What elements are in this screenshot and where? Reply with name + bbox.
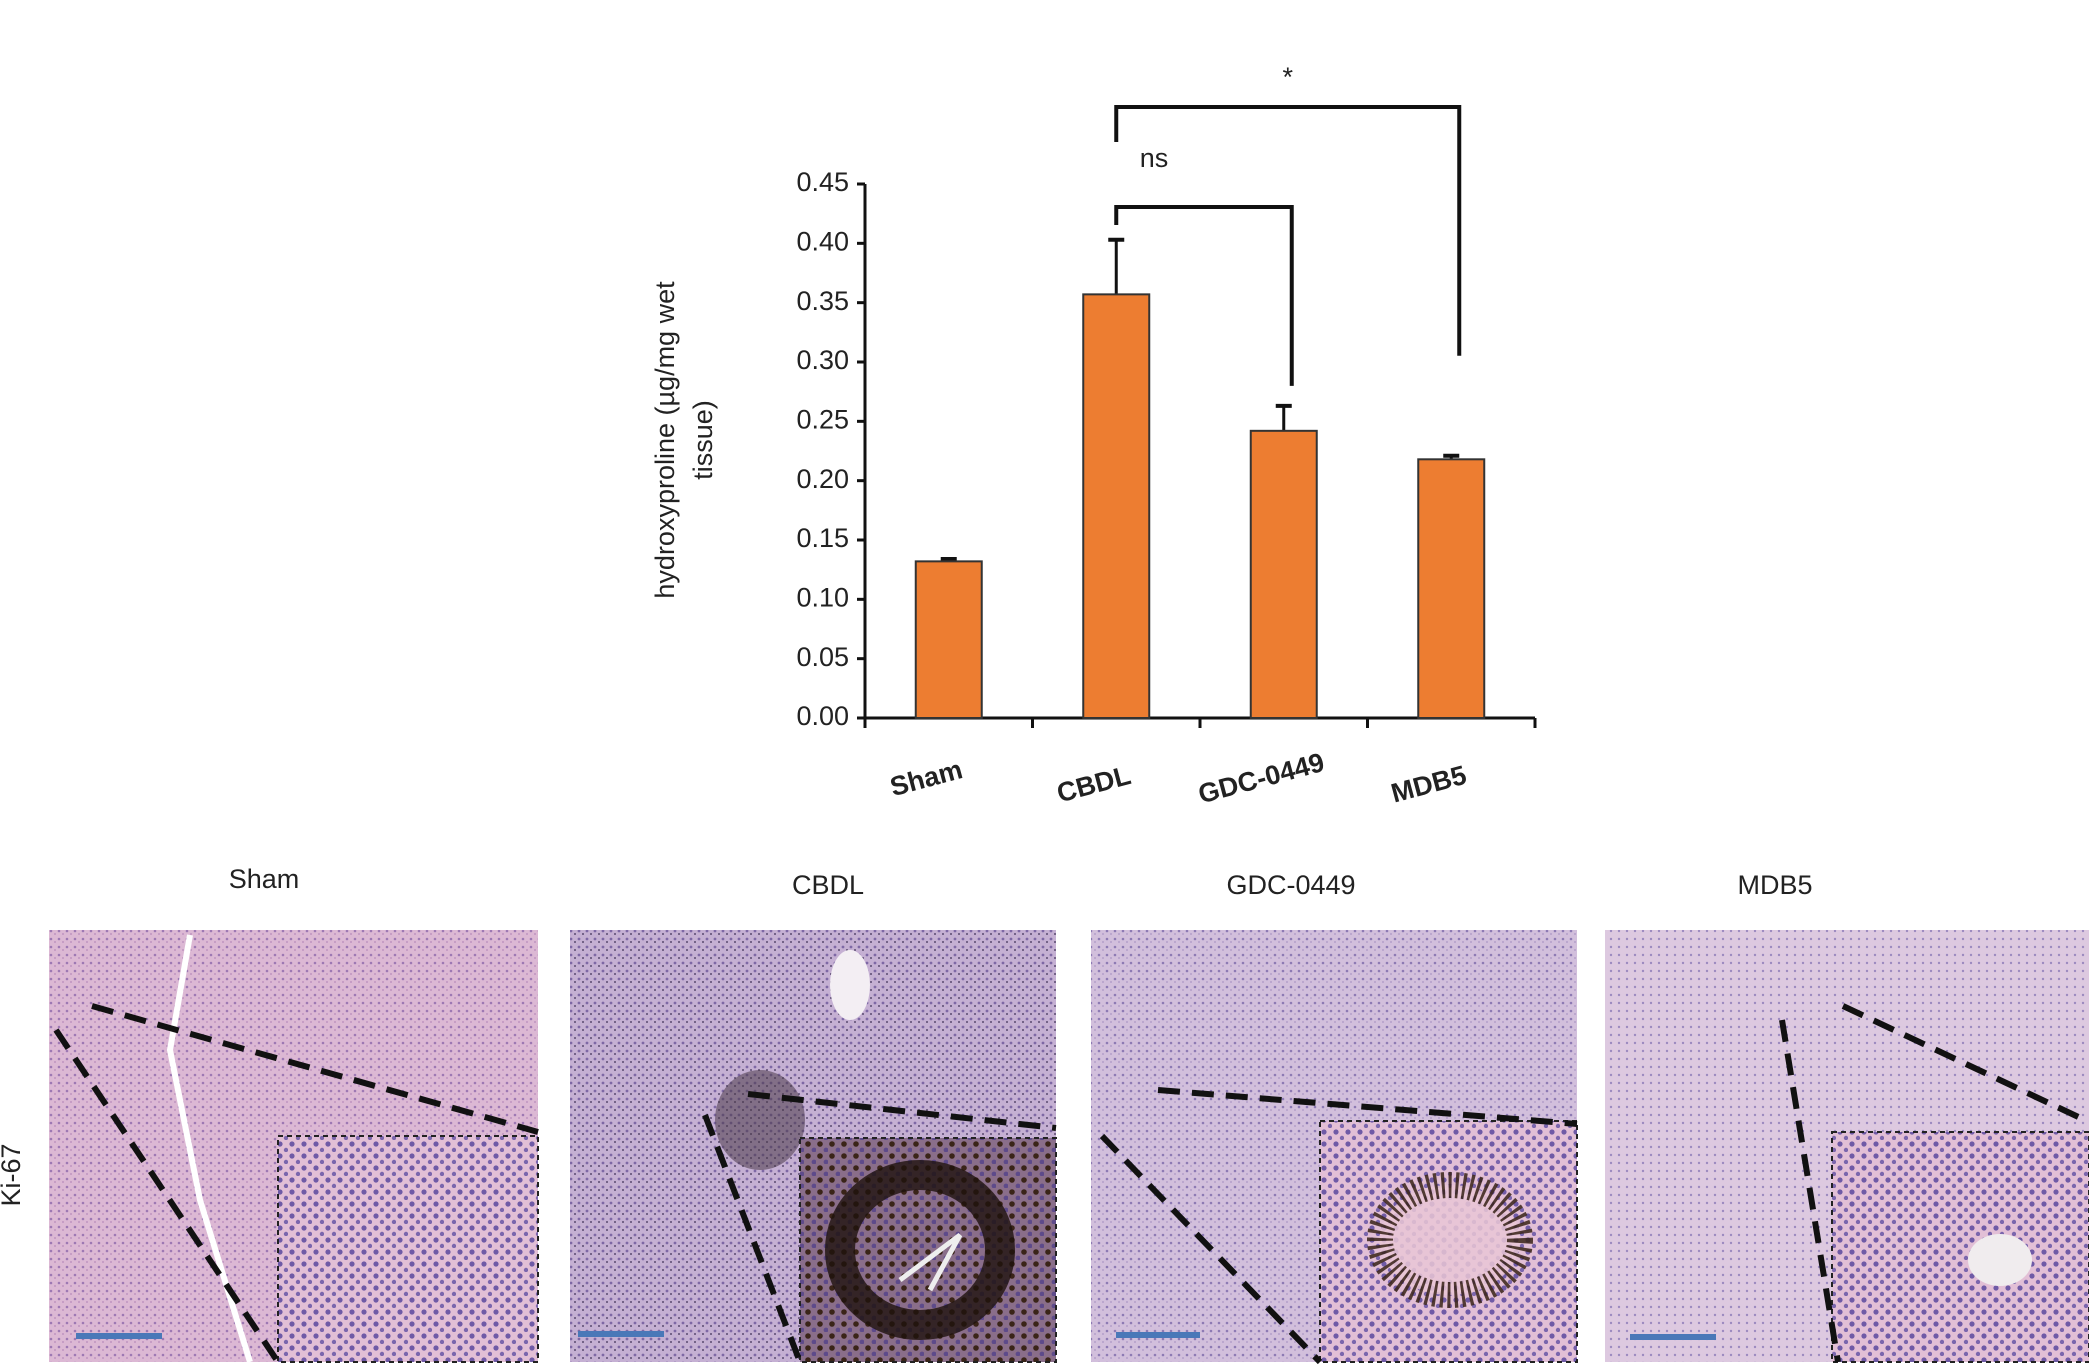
zoom-lines bbox=[1099, 1087, 1578, 1365]
zoom-lines bbox=[53, 1003, 539, 1364]
y-tick-label: 0.25 bbox=[796, 404, 849, 434]
y-axis-label: tissue) bbox=[688, 400, 718, 480]
significance-label: ns bbox=[1140, 143, 1169, 173]
x-tick-label: Sham bbox=[887, 754, 966, 802]
y-tick-label: 0.15 bbox=[796, 523, 849, 553]
vessel bbox=[1968, 1234, 2032, 1286]
zoom-lines bbox=[702, 1091, 1057, 1364]
histology-panels: Ki-67 Sham CBDL GDC-0449 MDB5 bbox=[0, 864, 2089, 1365]
stained-area bbox=[715, 1070, 805, 1170]
bar bbox=[1249, 429, 1318, 719]
y-tick-label: 0.40 bbox=[796, 226, 849, 256]
bar bbox=[1417, 458, 1486, 719]
panel-title: MDB5 bbox=[1737, 870, 1812, 900]
inset bbox=[1831, 1131, 2089, 1363]
duct bbox=[898, 1233, 963, 1292]
stained-ring bbox=[825, 1160, 1015, 1340]
stained-area bbox=[1367, 1172, 1533, 1308]
x-tick-label: MDB5 bbox=[1388, 760, 1470, 809]
significance-label: * bbox=[1282, 62, 1293, 92]
y-tick-label: 0.20 bbox=[796, 464, 849, 494]
y-axis-label: hydroxyproline (µg/mg wet bbox=[650, 281, 680, 599]
panel-title: CBDL bbox=[792, 870, 864, 900]
bar bbox=[1082, 293, 1151, 719]
significance-bracket bbox=[1114, 205, 1294, 386]
x-tick-label: CBDL bbox=[1054, 760, 1134, 808]
x-tick-label: GDC-0449 bbox=[1195, 747, 1327, 809]
significance-bracket bbox=[1114, 105, 1462, 356]
y-tick-label: 0.45 bbox=[796, 167, 849, 197]
zoom-lines bbox=[1779, 1003, 2089, 1363]
y-tick-label: 0.35 bbox=[796, 286, 849, 316]
vessel bbox=[830, 950, 870, 1020]
y-tick-label: 0.00 bbox=[796, 701, 849, 731]
y-tick-label: 0.10 bbox=[796, 582, 849, 612]
tissue-gap bbox=[166, 934, 253, 1363]
bar bbox=[914, 560, 983, 719]
inset bbox=[277, 1135, 539, 1363]
y-tick-label: 0.30 bbox=[796, 345, 849, 375]
y-tick-label: 0.05 bbox=[796, 642, 849, 672]
panel-title: GDC-0449 bbox=[1226, 870, 1355, 900]
row-label: Ki-67 bbox=[0, 1143, 26, 1206]
panel-title: Sham bbox=[229, 864, 300, 894]
